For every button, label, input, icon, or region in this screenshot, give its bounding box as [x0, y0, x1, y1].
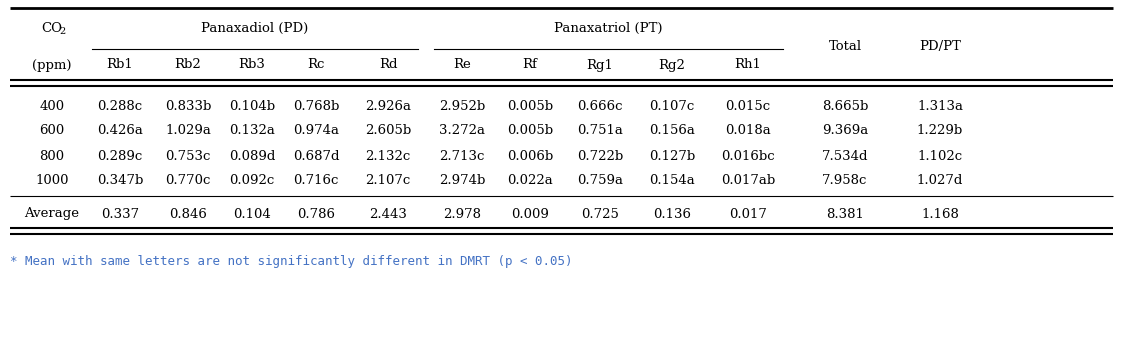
Text: 0.666c: 0.666c — [577, 100, 623, 113]
Text: 0.347b: 0.347b — [97, 175, 144, 187]
Text: 0.725: 0.725 — [581, 207, 619, 220]
Text: 400: 400 — [39, 100, 64, 113]
Text: 3.272a: 3.272a — [439, 124, 485, 138]
Text: 0.770c: 0.770c — [165, 175, 211, 187]
Text: 0.005b: 0.005b — [506, 100, 553, 113]
Text: 9.369a: 9.369a — [822, 124, 868, 138]
Text: 0.426a: 0.426a — [97, 124, 143, 138]
Text: 0.289c: 0.289c — [98, 149, 143, 162]
Text: 0.753c: 0.753c — [165, 149, 211, 162]
Text: 0.974a: 0.974a — [293, 124, 339, 138]
Text: 2.952b: 2.952b — [439, 100, 485, 113]
Text: 1.229b: 1.229b — [916, 124, 964, 138]
Text: 0.006b: 0.006b — [506, 149, 554, 162]
Text: 1.029a: 1.029a — [165, 124, 211, 138]
Text: 0.089d: 0.089d — [229, 149, 275, 162]
Text: 0.015c: 0.015c — [725, 100, 770, 113]
Text: 0.288c: 0.288c — [98, 100, 143, 113]
Text: 2.132c: 2.132c — [365, 149, 411, 162]
Text: 2: 2 — [60, 26, 66, 36]
Text: Rf: Rf — [522, 59, 538, 72]
Text: 7.534d: 7.534d — [822, 149, 868, 162]
Text: 1.102c: 1.102c — [917, 149, 962, 162]
Text: Total: Total — [829, 40, 861, 53]
Text: 0.017ab: 0.017ab — [721, 175, 775, 187]
Text: 0.016bc: 0.016bc — [721, 149, 775, 162]
Text: 0.127b: 0.127b — [649, 149, 695, 162]
Text: (ppm): (ppm) — [33, 59, 72, 72]
Text: 0.005b: 0.005b — [506, 124, 553, 138]
Text: 0.759a: 0.759a — [577, 175, 623, 187]
Text: 0.716c: 0.716c — [293, 175, 339, 187]
Text: 0.017: 0.017 — [729, 207, 767, 220]
Text: 0.833b: 0.833b — [165, 100, 211, 113]
Text: 600: 600 — [39, 124, 65, 138]
Text: 0.136: 0.136 — [652, 207, 691, 220]
Text: 0.154a: 0.154a — [649, 175, 695, 187]
Text: Rh1: Rh1 — [734, 59, 761, 72]
Text: 2.978: 2.978 — [442, 207, 481, 220]
Text: 0.156a: 0.156a — [649, 124, 695, 138]
Text: CO: CO — [42, 21, 63, 35]
Text: 0.722b: 0.722b — [577, 149, 623, 162]
Text: 0.022a: 0.022a — [508, 175, 553, 187]
Text: Rg1: Rg1 — [586, 59, 613, 72]
Text: 0.104b: 0.104b — [229, 100, 275, 113]
Text: 0.009: 0.009 — [511, 207, 549, 220]
Text: 8.381: 8.381 — [827, 207, 864, 220]
Text: 2.713c: 2.713c — [439, 149, 485, 162]
Text: 2.974b: 2.974b — [439, 175, 485, 187]
Text: 0.104: 0.104 — [234, 207, 271, 220]
Text: Panaxatriol (PT): Panaxatriol (PT) — [555, 21, 663, 35]
Text: 1.313a: 1.313a — [917, 100, 964, 113]
Text: * Mean with same letters are not significantly different in DMRT (p < 0.05): * Mean with same letters are not signifi… — [10, 256, 573, 268]
Text: Re: Re — [453, 59, 471, 72]
Text: 0.337: 0.337 — [101, 207, 139, 220]
Text: Rb1: Rb1 — [107, 59, 134, 72]
Text: 8.665b: 8.665b — [822, 100, 868, 113]
Text: 2.926a: 2.926a — [365, 100, 411, 113]
Text: 0.768b: 0.768b — [293, 100, 339, 113]
Text: PD/PT: PD/PT — [919, 40, 961, 53]
Text: Rg2: Rg2 — [658, 59, 685, 72]
Text: Rc: Rc — [308, 59, 325, 72]
Text: 0.132a: 0.132a — [229, 124, 275, 138]
Text: 1.168: 1.168 — [921, 207, 959, 220]
Text: 1.027d: 1.027d — [916, 175, 964, 187]
Text: Rb3: Rb3 — [238, 59, 265, 72]
Text: 7.958c: 7.958c — [822, 175, 868, 187]
Text: Panaxadiol (PD): Panaxadiol (PD) — [201, 21, 309, 35]
Text: 0.018a: 0.018a — [725, 124, 770, 138]
Text: 1000: 1000 — [35, 175, 69, 187]
Text: 0.107c: 0.107c — [649, 100, 695, 113]
Text: 0.092c: 0.092c — [229, 175, 275, 187]
Text: 2.443: 2.443 — [369, 207, 407, 220]
Text: 0.786: 0.786 — [296, 207, 335, 220]
Text: 2.107c: 2.107c — [365, 175, 411, 187]
Text: 0.751a: 0.751a — [577, 124, 623, 138]
Text: 0.687d: 0.687d — [293, 149, 339, 162]
Text: 0.846: 0.846 — [170, 207, 207, 220]
Text: Rd: Rd — [378, 59, 398, 72]
Text: Average: Average — [25, 207, 80, 220]
Text: 2.605b: 2.605b — [365, 124, 411, 138]
Text: Rb2: Rb2 — [174, 59, 201, 72]
Text: 800: 800 — [39, 149, 64, 162]
